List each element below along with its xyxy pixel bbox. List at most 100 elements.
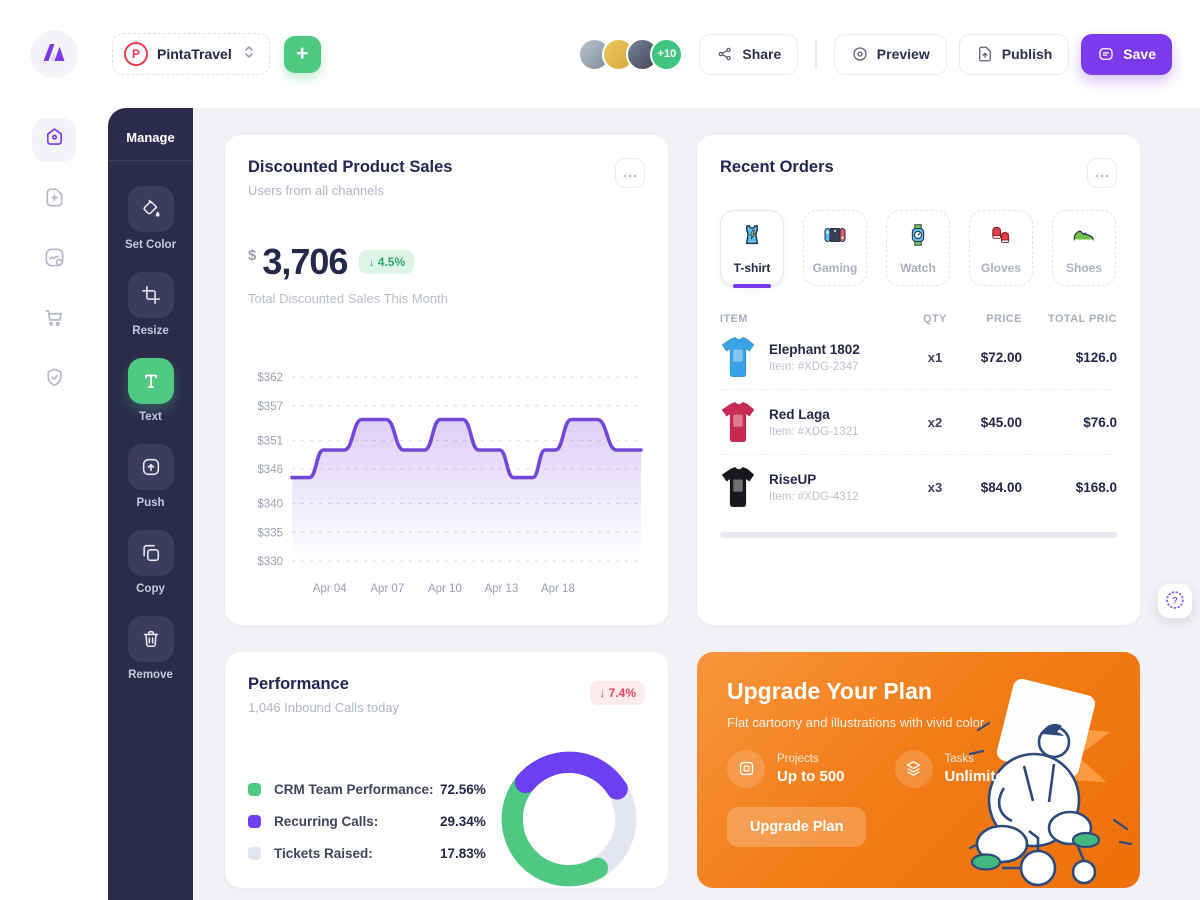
workspace-name: PintaTravel [157,46,232,62]
order-row[interactable]: RiseUP Item: #XDG-4312 x3 $84.00 $168.0 [720,455,1117,519]
product-thumbnail [720,465,756,509]
tshirt-icon [739,222,765,253]
push-icon[interactable] [127,444,174,490]
order-price: $72.00 [980,349,1022,365]
legend-label: Recurring Calls: [274,814,379,829]
order-total: $168.0 [1075,479,1117,495]
preview-icon [851,45,869,63]
sales-card-subtitle: Users from all channels [248,183,384,198]
legend-item: Tickets Raised: 17.83% [248,846,486,861]
app-logo[interactable] [30,30,78,78]
product-name: Red Laga [769,406,830,422]
tool-remove[interactable]: Remove [125,616,176,681]
add-workspace-button[interactable]: + [283,35,321,73]
save-button[interactable]: Save [1081,33,1172,75]
orders-table-header: ITEM QTY PRICE TOTAL PRIC [720,313,1117,325]
app-logo-icon [41,42,67,67]
sales-delta-badge: ↓ 4.5% [359,250,415,274]
gloves-icon [988,222,1014,253]
rail-item-home[interactable] [32,118,76,162]
order-total: $76.0 [1083,414,1117,430]
watch-icon [905,222,931,253]
category-chip-gaming[interactable]: Gaming [803,210,867,286]
order-qty: x1 [927,349,943,365]
svg-text:$335: $335 [257,527,283,539]
tool-copy[interactable]: Copy [125,530,176,595]
orders-card-title: Recent Orders [720,158,834,176]
fill-icon[interactable] [127,186,174,232]
upgrade-plan-button[interactable]: Upgrade Plan [727,806,867,847]
tool-label: Set Color [124,239,177,251]
legend-label: Tickets Raised: [274,846,373,861]
tool-sidebar: Manage Set Color Resize Text Push Copy R… [108,108,193,900]
category-chip-shoes[interactable]: Shoes [1052,210,1116,286]
shield-check-icon [43,366,66,394]
share-label: Share [742,46,782,62]
order-price: $84.00 [980,479,1022,495]
category-chip-gloves[interactable]: Gloves [969,210,1033,286]
workspace-selector[interactable]: P PintaTravel [112,33,270,75]
publish-icon [976,45,994,63]
rail-item-cart[interactable] [32,298,76,342]
category-chip-t-shirt[interactable]: T-shirt [720,210,784,288]
column-header: TOTAL PRIC [1048,313,1117,325]
tool-text[interactable]: Text [125,358,176,423]
svg-text:Apr 04: Apr 04 [313,583,347,595]
category-chip-watch[interactable]: Watch [886,210,950,286]
tool-set-color[interactable]: Set Color [125,186,176,251]
rail-item-security[interactable] [32,358,76,402]
tool-label: Text [139,411,162,423]
rail-item-analytics[interactable] [32,238,76,282]
legend-item: CRM Team Performance: 72.56% [248,782,486,797]
gaming-icon [822,222,848,253]
performance-legend: CRM Team Performance: 72.56% Recurring C… [248,782,486,861]
order-row[interactable]: Elephant 1802 Item: #XDG-2347 x1 $72.00 … [720,325,1117,390]
performance-title: Performance [248,675,349,693]
chevron-up-down-icon [241,43,257,66]
chip-label: Gaming [812,260,858,275]
orders-card-header: Recent Orders [720,158,1117,188]
tool-label: Remove [128,669,173,681]
order-row[interactable]: Red Laga Item: #XDG-1321 x2 $45.00 $76.0 [720,390,1117,455]
legend-swatch [248,847,261,860]
column-header: ITEM [720,313,748,325]
sidebar-title: Manage [126,130,175,145]
upgrade-illustration [968,678,1133,887]
recent-orders-card: Recent Orders T-shirt Gaming Watch [697,135,1140,625]
upgrade-subtitle: Flat cartoony and illustrations with viv… [727,715,985,730]
svg-text:Apr 18: Apr 18 [541,583,575,595]
projects-icon [727,749,765,788]
icon-rail [0,108,108,900]
cart-icon [43,306,66,334]
svg-text:Apr 10: Apr 10 [428,583,462,595]
rail-item-files[interactable] [32,178,76,222]
sales-card-menu-button[interactable] [615,158,645,188]
horizontal-scrollbar[interactable] [720,532,1117,538]
avatar-group[interactable]: +10 [578,37,684,71]
tool-push[interactable]: Push [125,444,176,509]
trash-icon[interactable] [127,616,174,662]
tool-label: Resize [132,325,169,337]
sales-caption: Total Discounted Sales This Month [248,291,448,306]
help-button[interactable]: ? [1158,584,1192,618]
preview-button[interactable]: Preview [833,33,947,75]
publish-button[interactable]: Publish [958,33,1070,75]
chip-label: Gloves [980,260,1022,275]
legend-value: 17.83% [440,846,486,861]
chip-label: T-shirt [733,260,771,275]
workspace-logo: P [124,42,148,66]
orders-card-menu-button[interactable] [1087,158,1117,188]
share-button[interactable]: Share [699,33,799,75]
tool-resize[interactable]: Resize [125,272,176,337]
text-icon[interactable] [127,358,174,404]
copy-icon[interactable] [127,530,174,576]
performance-card: Performance 1,046 Inbound Calls today ↓ … [225,652,668,888]
crop-icon[interactable] [127,272,174,318]
feature-label: Tasks [944,752,974,765]
legend-swatch [248,815,261,828]
legend-item: Recurring Calls: 29.34% [248,814,486,829]
avatars-more-badge[interactable]: +10 [650,37,684,71]
product-sku: Item: #XDG-4312 [769,490,859,503]
chip-label: Shoes [1065,260,1102,275]
